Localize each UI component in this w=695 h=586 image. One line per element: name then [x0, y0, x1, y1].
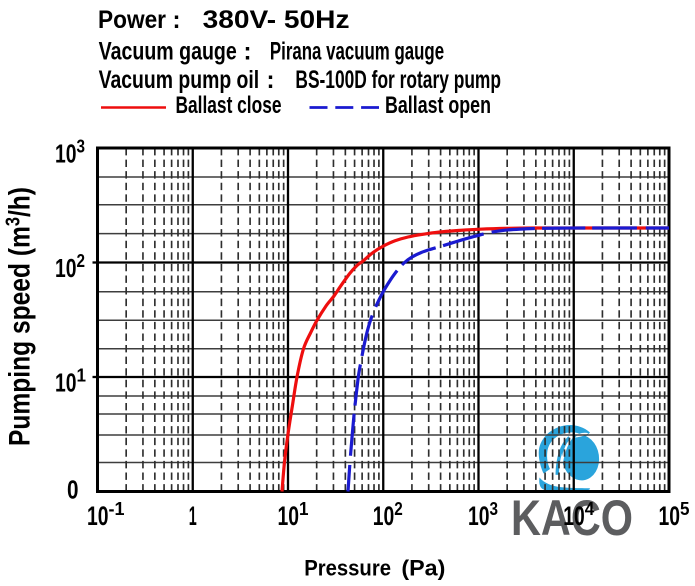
- svg-text:Ballast open: Ballast open: [385, 92, 491, 119]
- svg-text:KACO: KACO: [511, 490, 633, 546]
- svg-text:105: 105: [659, 498, 690, 531]
- svg-text:Vacuum pump oil:BS-100D for ro: Vacuum pump oil: BS-100D for rotary pump: [99, 66, 501, 94]
- svg-text:104: 104: [563, 498, 595, 531]
- svg-text:101: 101: [55, 365, 86, 398]
- svg-text:0: 0: [67, 474, 79, 504]
- svg-text:Pressure(Pa): Pressure (Pa): [304, 556, 445, 581]
- svg-text:Vacuum gauge:Pirana vacuum gau: Vacuum gauge: Pirana vacuum gauge: [99, 38, 445, 66]
- svg-text:1: 1: [189, 501, 197, 531]
- svg-text:Ballast close: Ballast close: [176, 92, 282, 119]
- svg-text:Pumping speed (m3/h): Pumping speed (m3/h): [3, 187, 37, 446]
- svg-text:10-1: 10-1: [87, 498, 125, 531]
- svg-text:101: 101: [278, 498, 309, 531]
- svg-text:102: 102: [373, 498, 403, 531]
- svg-text:102: 102: [55, 250, 85, 283]
- svg-text:103: 103: [55, 136, 85, 169]
- svg-text:Power:380V- 50Hz: Power:380V- 50Hz: [98, 6, 350, 34]
- svg-text:103: 103: [468, 498, 498, 531]
